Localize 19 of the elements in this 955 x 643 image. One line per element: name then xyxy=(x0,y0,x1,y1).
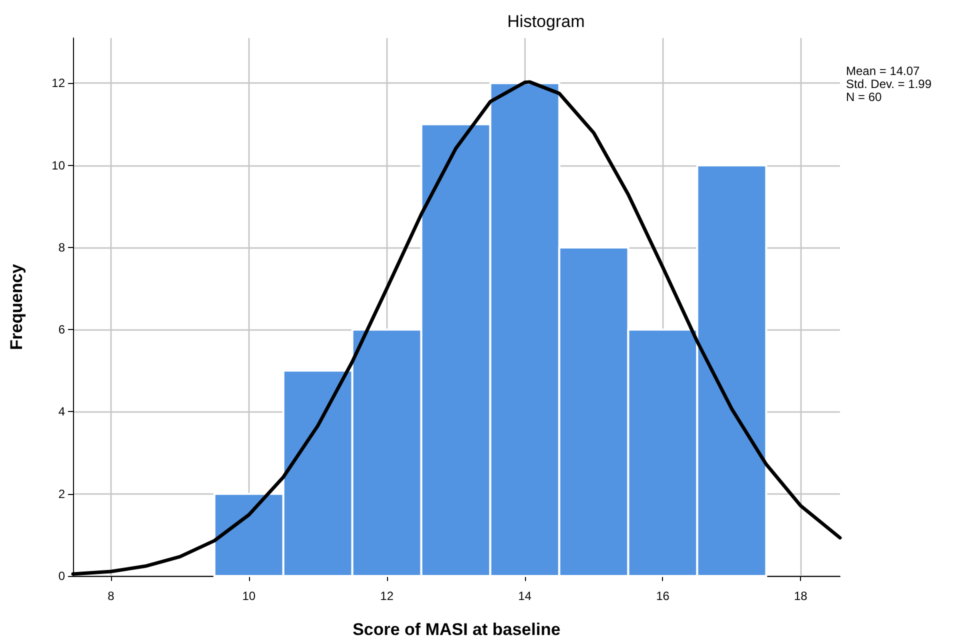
x-tick-label: 16 xyxy=(656,589,670,603)
x-tick-label: 10 xyxy=(242,589,256,603)
x-tick-label: 14 xyxy=(518,589,532,603)
x-tick-label: 18 xyxy=(794,589,808,603)
y-tick-label: 10 xyxy=(52,158,66,172)
y-tick-label: 0 xyxy=(58,569,66,583)
text: Std. Dev. = 1.99 xyxy=(846,77,932,91)
x-axis-title: Score of MASI at baseline xyxy=(352,620,560,639)
x-tick-label: 8 xyxy=(108,589,115,603)
chart-title: Histogram xyxy=(507,12,585,31)
y-tick-label: 6 xyxy=(58,322,66,337)
text: Mean = 14.07 xyxy=(846,64,921,78)
y-tick-label: 4 xyxy=(58,404,66,419)
x-tick-label: 12 xyxy=(380,589,394,603)
y-axis-title: Frequency xyxy=(7,263,26,350)
y-tick-label: 12 xyxy=(52,76,66,90)
text: N = 60 xyxy=(846,90,883,104)
y-tick-label: 8 xyxy=(58,240,66,254)
y-tick-label: 2 xyxy=(58,486,66,501)
